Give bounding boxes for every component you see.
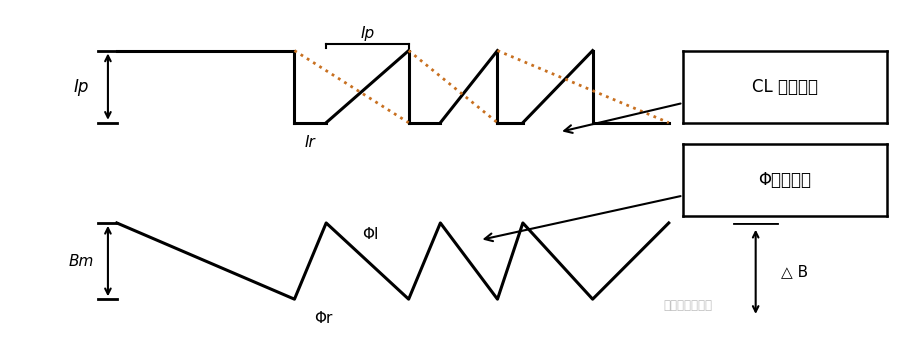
Text: CL 放電電流: CL 放電電流: [752, 79, 818, 96]
Text: ΦI: ΦI: [362, 227, 379, 242]
Text: Ip: Ip: [360, 26, 375, 41]
Text: △ B: △ B: [781, 264, 808, 279]
Text: Ip: Ip: [73, 78, 89, 96]
Text: Φ磁通變化: Φ磁通變化: [758, 171, 812, 189]
Text: Bm: Bm: [69, 253, 94, 269]
Text: 电源研发精英圈: 电源研发精英圈: [663, 299, 712, 312]
Text: Ir: Ir: [305, 135, 316, 150]
Text: Φr: Φr: [314, 311, 332, 326]
